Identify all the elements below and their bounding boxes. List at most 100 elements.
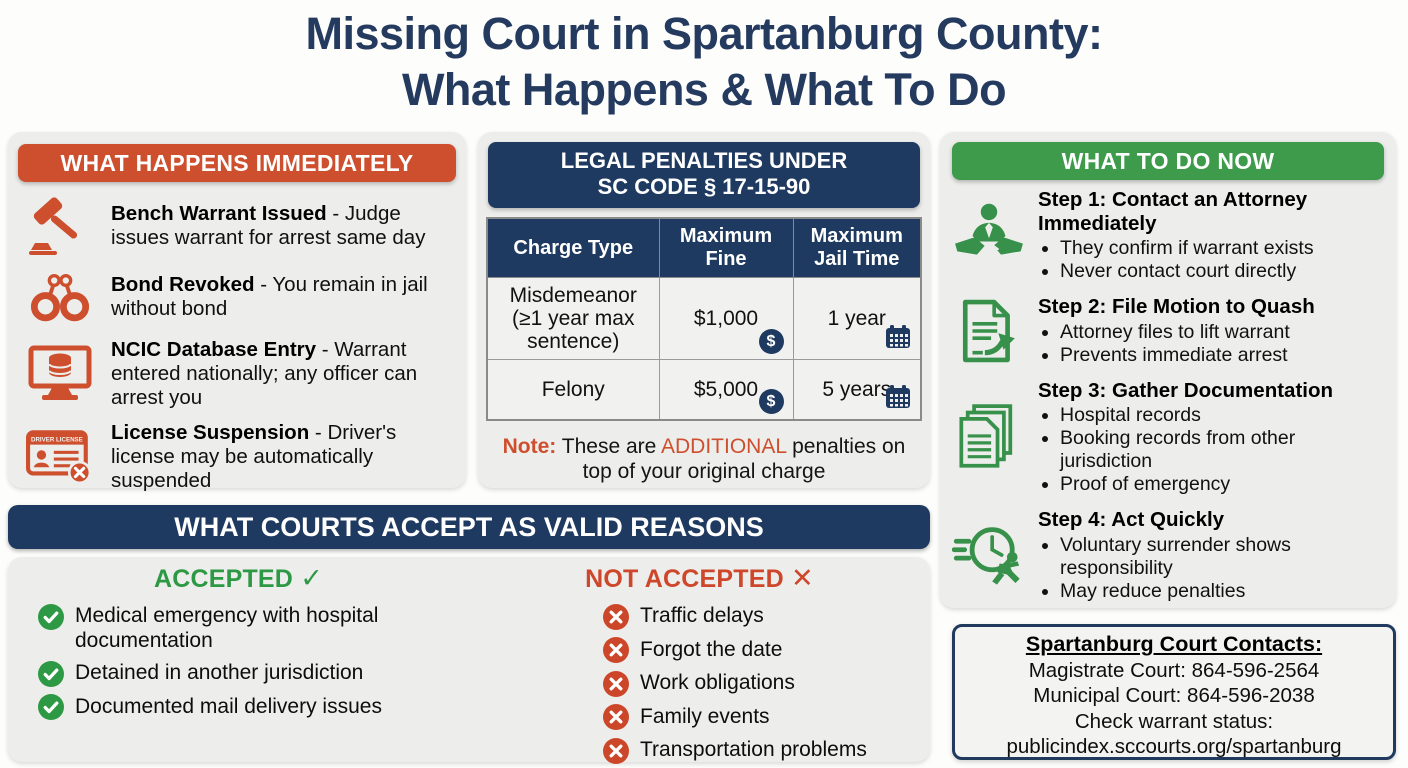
step-bullets: They confirm if warrant exists Never con… (1038, 237, 1388, 283)
contacts-magistrate-line: Magistrate Court: 864-596-2564 (1028, 658, 1320, 682)
penalties-header-line2: SC CODE § 17-15-90 (597, 174, 811, 199)
column-max-fine: Maximum Fine (658, 217, 794, 278)
accepted-item: Medical emergency with hospital document… (38, 603, 455, 653)
step-title: Step 4: Act Quickly (1038, 508, 1225, 531)
penalties-note: Note: These are ADDITIONAL penalties on … (478, 434, 930, 484)
step-body: Step 2: File Motion to Quash Attorney fi… (1038, 295, 1315, 367)
accepted-item-text: Detained in another jurisdiction (75, 661, 364, 684)
item-desc: - Judge issues warrant for arrest same d… (111, 202, 426, 249)
note-label: Note: (502, 434, 557, 458)
clock-runner-icon (948, 523, 1030, 587)
check-circle-icon (38, 603, 64, 630)
step-bullets: Voluntary surrender shows responsibility… (1038, 534, 1388, 603)
step-bullet: Booking records from other jurisdiction (1060, 427, 1388, 473)
step-file-motion: Step 2: File Motion to Quash Attorney fi… (948, 295, 1388, 367)
contacts-warrant-status-label: Check warrant status: (1074, 709, 1274, 733)
what-to-do-header: WHAT TO DO NOW (952, 142, 1384, 180)
step-bullet: They confirm if warrant exists (1060, 237, 1388, 260)
what-happens-panel: WHAT HAPPENS IMMEDIATELY Bench Warrant I… (8, 132, 466, 492)
accepted-header: ACCEPTED ✓ (8, 563, 469, 594)
item-lead: Bond Revoked (111, 273, 255, 296)
fine-cell: $5,000 $ (658, 359, 794, 420)
immediate-item-text: License Suspension - Driver's license ma… (111, 421, 456, 493)
step-bullets: Hospital records Booking records from ot… (1038, 404, 1388, 496)
not-accepted-item-text: Transportation problems (640, 738, 867, 761)
column-max-jail: Maximum Jail Time (792, 217, 922, 278)
what-to-do-panel: WHAT TO DO NOW S (940, 132, 1396, 608)
accepted-list: Medical emergency with hospital document… (8, 603, 469, 720)
step-gather-documentation: Step 3: Gather Documentation Hospital re… (948, 379, 1388, 497)
not-accepted-item: Transportation problems (603, 737, 924, 764)
immediate-items-list: Bench Warrant Issued - Judge issues warr… (8, 192, 466, 493)
item-desc: - You remain in jail without bond (111, 273, 428, 320)
table-row-felony: Felony $5,000 $ 5 years (486, 359, 922, 420)
step-act-quickly: Step 4: Act Quickly Voluntary surrender … (948, 508, 1388, 603)
accepted-item: Detained in another jurisdiction (38, 660, 455, 687)
documents-stack-icon (948, 404, 1030, 470)
not-accepted-item: Forgot the date (603, 637, 924, 663)
immediate-item-text: Bench Warrant Issued - Judge issues warr… (111, 202, 456, 250)
immediate-item-ncic: NCIC Database Entry - Warrant entered na… (22, 338, 456, 410)
penalties-header-line1: LEGAL PENALTIES UNDER (560, 148, 848, 173)
x-circle-icon (603, 637, 629, 663)
not-accepted-item-text: Work obligations (640, 671, 795, 694)
not-accepted-item-text: Forgot the date (640, 637, 783, 661)
step-body: Step 1: Contact an Attorney Immediately … (1038, 188, 1388, 283)
step-title: Step 1: Contact an Attorney Immediately (1038, 188, 1308, 235)
penalties-table: Charge Type Maximum Fine Maximum Jail Ti… (486, 217, 922, 421)
fine-value: $1,000 (693, 307, 759, 330)
immediate-item-text: Bond Revoked - You remain in jail withou… (111, 273, 456, 321)
calendar-icon (885, 384, 911, 414)
attorney-handshake-icon (948, 203, 1030, 269)
valid-reasons-header: WHAT COURTS ACCEPT AS VALID REASONS (8, 505, 930, 549)
step-body: Step 4: Act Quickly Voluntary surrender … (1038, 508, 1388, 603)
table-row-misdemeanor: Misdemeanor (≥1 year max sentence) $1,00… (486, 277, 922, 360)
dollar-coin-icon: $ (758, 329, 784, 354)
calendar-icon (885, 325, 911, 354)
contacts-warrant-status-url: publicindex.sccourts.org/spartanburg (1006, 735, 1342, 758)
step-bullet: Proof of emergency (1060, 473, 1388, 496)
step-title: Step 3: Gather Documentation (1038, 378, 1334, 402)
accepted-item-text: Medical emergency with hospital document… (75, 604, 379, 652)
item-lead: Bench Warrant Issued (111, 202, 327, 225)
note-pre: These are (556, 434, 661, 458)
legal-penalties-panel: LEGAL PENALTIES UNDER SC CODE § 17-15-90 … (478, 132, 930, 488)
immediate-item-text: NCIC Database Entry - Warrant entered na… (111, 338, 456, 410)
step-body: Step 3: Gather Documentation Hospital re… (1038, 379, 1388, 497)
item-lead: License Suspension (111, 421, 310, 444)
step-bullet: Prevents immediate arrest (1060, 344, 1315, 367)
page-title-line1: Missing Court in Spartanburg County: (305, 8, 1103, 59)
contacts-municipal-line: Municipal Court: 864-596-2038 (1033, 684, 1315, 707)
accepted-item: Documented mail delivery issues (38, 694, 455, 720)
valid-reasons-body: ACCEPTED ✓ Medical emergency with hospit… (8, 557, 930, 764)
x-circle-icon (603, 704, 629, 730)
x-circle-icon (603, 670, 629, 697)
step-bullets: Attorney files to lift warrant Prevents … (1038, 321, 1315, 367)
accepted-title: ACCEPTED (153, 565, 294, 593)
jail-cell: 1 year (792, 277, 922, 360)
valid-reasons-panel: WHAT COURTS ACCEPT AS VALID REASONS ACCE… (8, 505, 930, 764)
steps-list: Step 1: Contact an Attorney Immediately … (940, 188, 1396, 603)
jail-cell: 5 years (792, 359, 922, 420)
cross-mark-icon: ✕ (791, 563, 814, 593)
accepted-item-text: Documented mail delivery issues (75, 694, 382, 718)
not-accepted-item: Family events (603, 704, 924, 730)
step-title: Step 2: File Motion to Quash (1038, 295, 1315, 318)
step-contact-attorney: Step 1: Contact an Attorney Immediately … (948, 188, 1388, 283)
not-accepted-title: NOT ACCEPTED (585, 565, 784, 593)
contacts-title: Spartanburg Court Contacts: (1025, 632, 1323, 656)
check-circle-icon (38, 694, 64, 720)
charge-cell: Misdemeanor (≥1 year max sentence) (486, 277, 660, 360)
note-post: penalties on top of your original charge (582, 434, 906, 483)
page-title-line2: What Happens & What To Do (401, 64, 1007, 115)
not-accepted-item-text: Traffic delays (640, 604, 764, 627)
fine-cell: $1,000 $ (658, 277, 794, 360)
step-bullet: May reduce penalties (1060, 580, 1388, 603)
step-bullet: Voluntary surrender shows responsibility (1060, 534, 1388, 580)
license-card-label: DRIVER LICENSE (31, 437, 83, 444)
step-bullet: Attorney files to lift warrant (1060, 321, 1315, 344)
fine-value: $5,000 (693, 377, 759, 401)
what-happens-header: WHAT HAPPENS IMMEDIATELY (18, 144, 456, 182)
handcuffs-icon (22, 267, 98, 327)
